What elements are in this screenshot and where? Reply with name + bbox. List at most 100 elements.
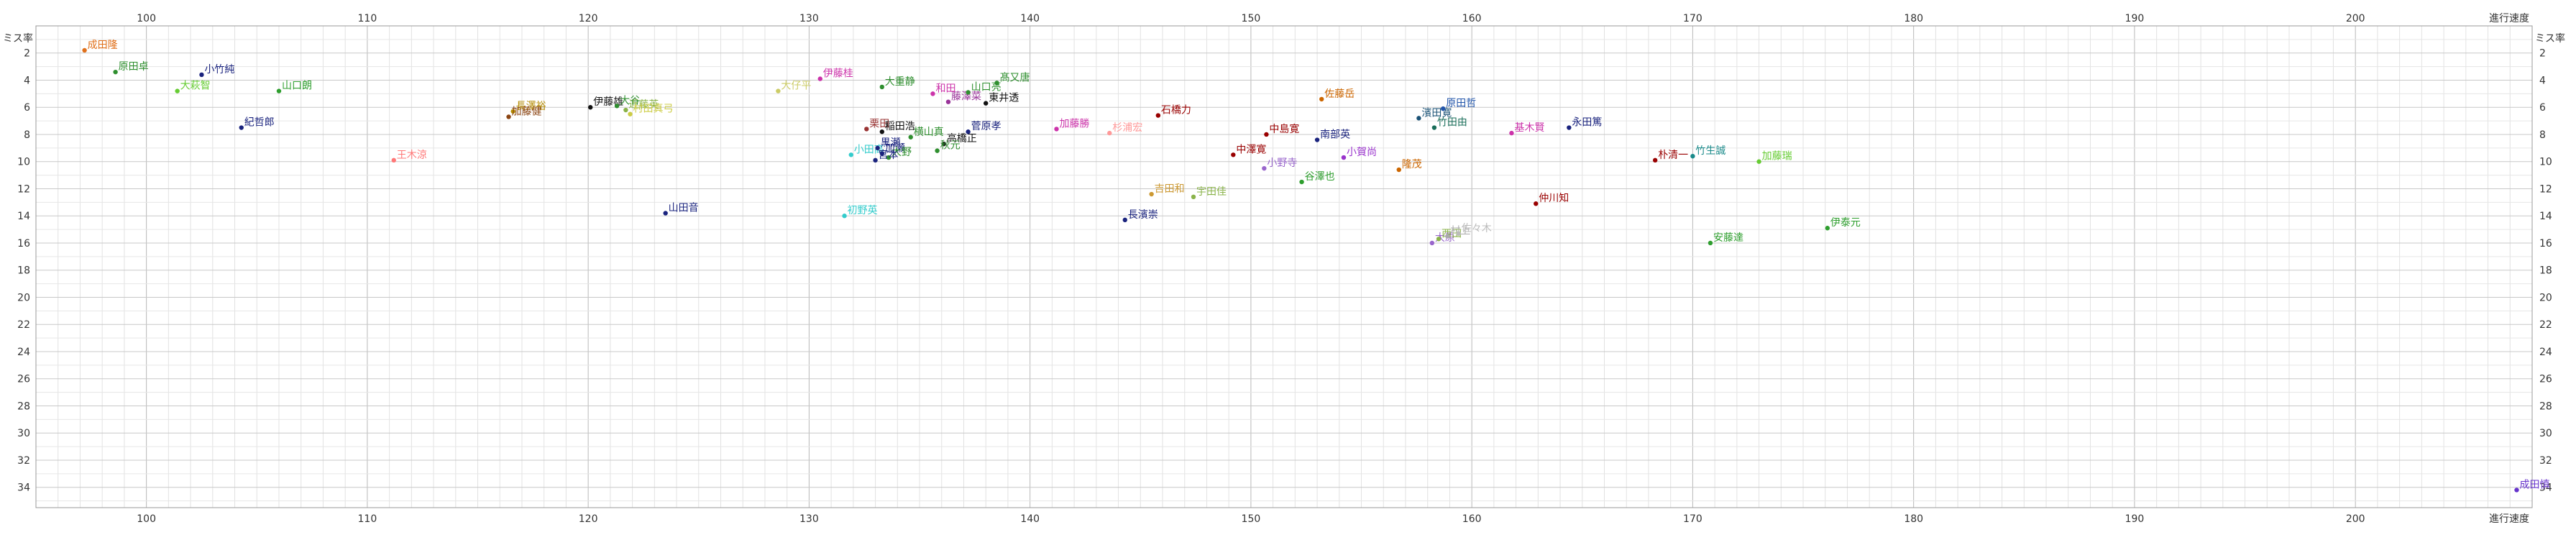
data-point-label: 原田卓 [119, 61, 149, 73]
data-point-label: 竹生誠 [1695, 145, 1725, 157]
data-point-label: 佐々木 [1462, 223, 1492, 234]
data-point-label: 大重静 [885, 76, 915, 88]
data-point [941, 141, 947, 147]
x-tick-label: 130 [799, 513, 819, 525]
y-tick-label: 16 [2539, 238, 2552, 250]
data-point-label: 紀哲郎 [244, 117, 275, 129]
data-point [945, 99, 951, 104]
x-tick-label: 200 [2346, 13, 2365, 24]
data-point-label: 伊藤桂 [823, 68, 853, 80]
data-point-label: 村田真弓 [633, 104, 674, 115]
data-point [864, 127, 869, 132]
y-tick-label: 28 [2539, 401, 2552, 412]
data-point [588, 105, 593, 110]
data-point [776, 88, 781, 93]
y-tick-label: 32 [17, 455, 30, 467]
data-point-label: 加瀬 [885, 142, 905, 154]
data-point [391, 157, 396, 163]
data-point [935, 148, 940, 153]
x-tick-label: 140 [1020, 13, 1040, 24]
x-tick-label: 180 [1904, 13, 1923, 24]
data-point-label: 成田隆 [88, 40, 118, 51]
grid [35, 26, 2533, 508]
tick-labels: 100 100 110 110 120 120 130 130 140 140 150 150 160 1… [17, 13, 2552, 525]
data-point-label: 中島寛 [1269, 123, 1299, 135]
y-tick-label: 6 [24, 102, 30, 114]
x-tick-label: 190 [2125, 513, 2145, 525]
data-point [1191, 194, 1196, 200]
data-point-label: 菅原孝 [971, 121, 1001, 132]
data-point-label: 稲田浩 [885, 121, 915, 132]
data-point [276, 88, 282, 93]
data-point [879, 151, 884, 156]
data-point [1299, 179, 1304, 185]
data-point [175, 88, 180, 93]
data-point-label: 横山真 [914, 127, 944, 138]
y-tick-label: 10 [17, 157, 30, 168]
data-point [510, 109, 515, 114]
data-point [1825, 226, 1830, 231]
data-point-label: 栗田 [869, 118, 889, 129]
x-axis-label-bottom: 進行速度 [2489, 513, 2529, 525]
data-point-label: 長澤裕 [516, 101, 546, 112]
x-tick-label: 170 [1683, 13, 1702, 24]
data-point [1262, 165, 1267, 171]
data-point-label: 秋元 [940, 140, 961, 152]
data-point [1456, 231, 1461, 236]
data-point-label: 加藤勝 [1060, 118, 1090, 129]
data-point-label: 近藤英 [628, 99, 659, 111]
data-point [1396, 167, 1401, 173]
x-tick-label: 100 [137, 513, 156, 525]
x-tick-label: 160 [1462, 13, 1482, 24]
y-tick-label: 14 [17, 211, 30, 222]
y-tick-label: 16 [17, 238, 30, 250]
data-point [930, 91, 935, 96]
x-tick-label: 110 [358, 13, 377, 24]
data-point-label: 大原 [1435, 232, 1455, 244]
data-point-label: 基木賢 [1514, 122, 1544, 134]
data-point [875, 145, 880, 151]
data-point-label: 石橋力 [1161, 105, 1191, 116]
y-tick-label: 22 [2539, 319, 2552, 331]
data-point-label: 安藤達 [1713, 232, 1743, 244]
data-point [984, 101, 989, 106]
data-point-label: 成田慎 [2519, 479, 2549, 490]
y-tick-label: 2 [24, 48, 30, 60]
data-point-label: 加藤健 [512, 106, 542, 117]
data-point [1652, 157, 1658, 163]
data-point-label: 朴清一 [1658, 150, 1688, 161]
data-point [1054, 127, 1059, 132]
y-tick-label: 34 [17, 482, 30, 494]
y-tick-label: 28 [17, 401, 30, 412]
data-point-label: 小竹純 [204, 64, 234, 75]
data-point-label: 黒瀬 [881, 137, 901, 149]
y-tick-label: 14 [2539, 211, 2552, 222]
data-point [506, 114, 511, 119]
x-tick-label: 130 [799, 13, 819, 24]
data-point [879, 84, 884, 90]
data-point [628, 111, 633, 116]
data-point-label: 中澤寛 [1236, 143, 1266, 155]
data-point-label: 加藤瑞 [1762, 151, 1792, 163]
x-tick-label: 180 [1904, 513, 1923, 525]
data-point [886, 155, 891, 160]
y-tick-label: 12 [2539, 183, 2552, 195]
x-axis-label-top: 進行速度 [2489, 13, 2529, 24]
data-point-label: 和田 [935, 83, 955, 94]
data-point-label: 大谷 [620, 95, 640, 106]
data-point [1122, 217, 1127, 223]
data-point-label: 宮本 [879, 150, 899, 161]
data-point-label: 谷澤也 [1305, 171, 1335, 183]
data-point [1436, 237, 1441, 242]
y-tick-label: 18 [17, 265, 30, 277]
data-point [1690, 153, 1695, 159]
x-tick-label: 200 [2346, 513, 2365, 525]
y-tick-label: 10 [2539, 157, 2552, 168]
y-tick-label: 30 [17, 428, 30, 439]
data-point-label: 山口朗 [282, 81, 312, 92]
data-point [614, 104, 620, 109]
data-point-label: 杉浦宏 [1112, 122, 1142, 134]
data-point [82, 47, 87, 53]
data-point [873, 157, 878, 163]
